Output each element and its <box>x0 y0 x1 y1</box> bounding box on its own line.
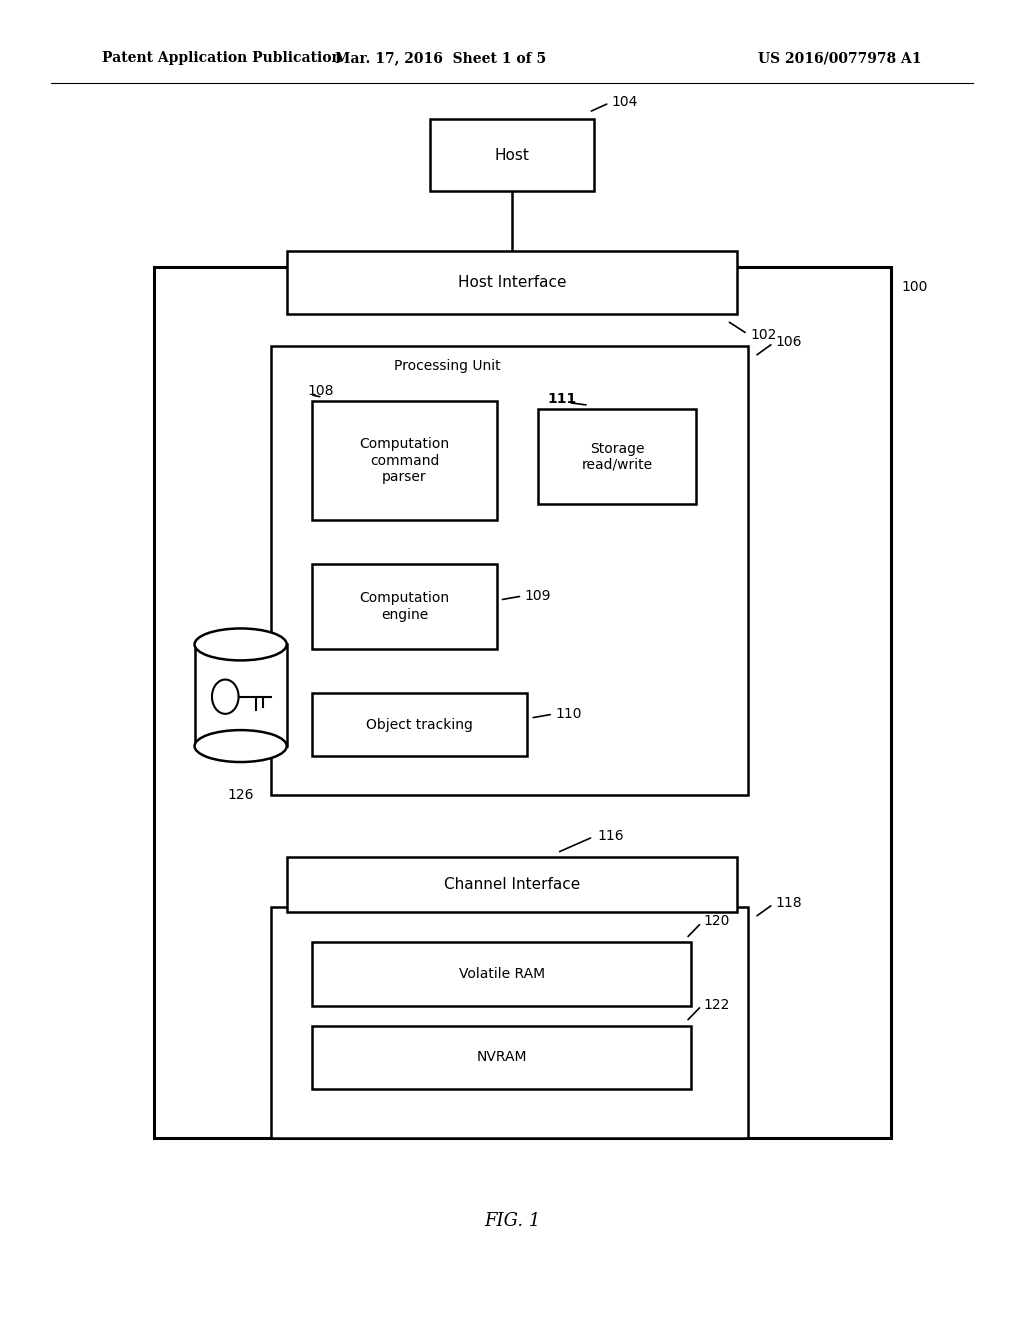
Text: Host: Host <box>495 148 529 162</box>
Text: 118: 118 <box>775 896 802 909</box>
FancyBboxPatch shape <box>312 1026 691 1089</box>
Text: Object tracking: Object tracking <box>367 718 473 731</box>
FancyBboxPatch shape <box>312 564 497 649</box>
Text: 102: 102 <box>751 329 777 342</box>
FancyBboxPatch shape <box>538 409 696 504</box>
Text: Host Interface: Host Interface <box>458 275 566 290</box>
Text: 104: 104 <box>611 95 638 108</box>
FancyBboxPatch shape <box>287 857 737 912</box>
Text: 100: 100 <box>901 280 928 294</box>
Text: NVRAM: NVRAM <box>476 1051 527 1064</box>
Text: 109: 109 <box>524 589 551 603</box>
Text: Mar. 17, 2016  Sheet 1 of 5: Mar. 17, 2016 Sheet 1 of 5 <box>335 51 546 65</box>
Text: 110: 110 <box>555 708 582 721</box>
Text: US 2016/0077978 A1: US 2016/0077978 A1 <box>758 51 922 65</box>
FancyBboxPatch shape <box>312 401 497 520</box>
Text: 126: 126 <box>227 788 254 803</box>
Text: 108: 108 <box>307 384 334 397</box>
Text: 122: 122 <box>703 998 730 1011</box>
FancyBboxPatch shape <box>430 119 594 191</box>
Text: 116: 116 <box>598 829 625 842</box>
FancyBboxPatch shape <box>271 346 748 795</box>
FancyBboxPatch shape <box>312 693 527 756</box>
Text: Channel Interface: Channel Interface <box>443 876 581 892</box>
Text: 106: 106 <box>775 335 802 348</box>
Ellipse shape <box>195 628 287 660</box>
Text: Patent Application Publication: Patent Application Publication <box>102 51 342 65</box>
Text: FIG. 1: FIG. 1 <box>483 1212 541 1230</box>
FancyBboxPatch shape <box>195 644 287 746</box>
Text: Storage
read/write: Storage read/write <box>582 442 652 471</box>
FancyBboxPatch shape <box>154 267 891 1138</box>
FancyBboxPatch shape <box>271 907 748 1138</box>
FancyBboxPatch shape <box>312 942 691 1006</box>
Text: Volatile RAM: Volatile RAM <box>459 968 545 981</box>
Text: Processing Unit: Processing Unit <box>394 359 501 374</box>
FancyBboxPatch shape <box>287 251 737 314</box>
Text: 120: 120 <box>703 915 730 928</box>
Text: 111: 111 <box>548 392 578 405</box>
Text: Computation
command
parser: Computation command parser <box>359 437 450 484</box>
Ellipse shape <box>195 730 287 762</box>
Text: Computation
engine: Computation engine <box>359 591 450 622</box>
